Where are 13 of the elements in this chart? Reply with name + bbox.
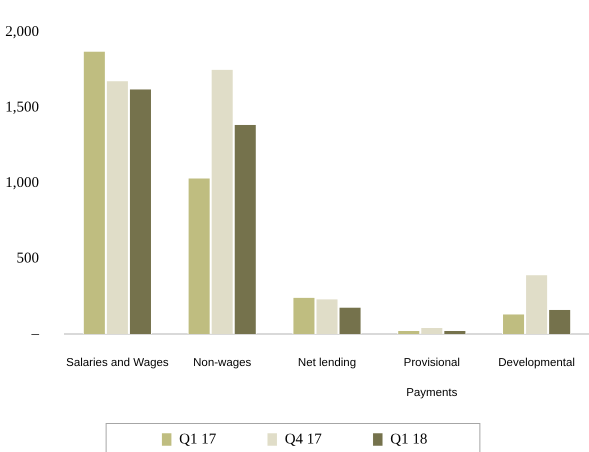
y-tick-label: – [30,326,40,342]
x-tick-label: Non-wages [193,357,252,370]
y-tick-label: 1,500 [5,99,39,116]
y-tick-label: 500 [16,250,39,266]
legend-label: Q1 17 [179,431,217,448]
legend-label: Q1 18 [390,431,428,448]
x-tick-label: Net lending [298,357,356,370]
x-tick-label: Salaries and Wages [66,357,169,370]
x-tick-label: Developmental [498,357,575,370]
y-tick-label: 2,000 [5,24,39,40]
y-tick-label: 1,000 [5,174,39,191]
legend-label: Q4 17 [284,431,322,448]
category-label: Provisional Payments [404,357,460,400]
